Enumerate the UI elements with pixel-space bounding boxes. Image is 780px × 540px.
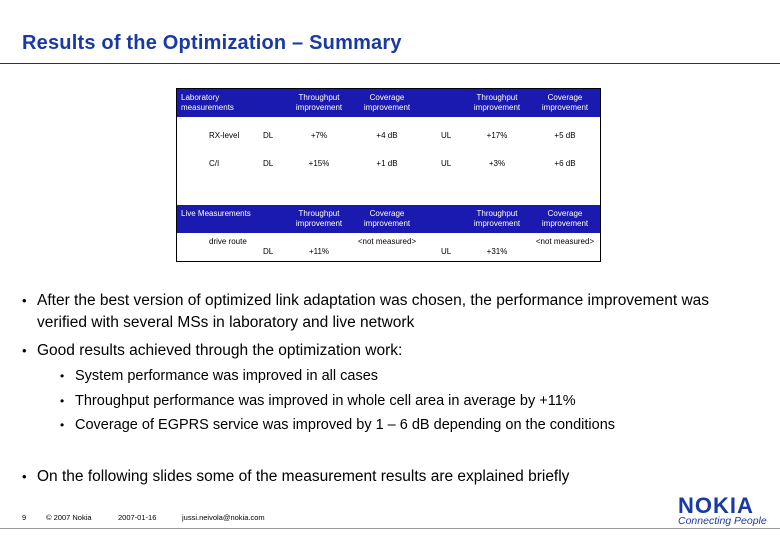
bullet-text: After the best version of optimized link… [37, 292, 710, 331]
logo-brand: NOKIA [678, 493, 754, 518]
live-row-metric: drive route [209, 237, 247, 246]
lab-coverage-ul-header: Coverage improvement [541, 93, 589, 112]
footer-divider [0, 528, 780, 529]
sub-bullet-text: Coverage of EGPRS service was improved b… [75, 417, 616, 433]
row-ul: UL [441, 131, 452, 140]
row-dl: DL [263, 159, 274, 168]
lab-throughput-header: Throughput improvement [295, 93, 343, 112]
live-row-ul-coverage: <not measured> [535, 237, 595, 246]
live-coverage-header: Coverage improvement [363, 209, 411, 228]
row-ul-throughput: +17% [486, 131, 508, 140]
footer-date: 2007-01-16 [118, 513, 157, 522]
row-metric: RX-level [209, 131, 240, 140]
results-table: Laboratory measurements Throughput impro… [176, 88, 601, 262]
bullet-icon: • [22, 293, 27, 308]
row-metric: C/I [209, 159, 220, 168]
row-ul-coverage: +6 dB [554, 159, 576, 168]
live-row-dl: DL [263, 247, 274, 256]
logo-tagline: Connecting People [678, 515, 767, 527]
lab-throughput-ul-header: Throughput improvement [473, 93, 521, 112]
row-dl-throughput: +7% [310, 131, 328, 140]
page-title: Results of the Optimization – Summary [22, 32, 402, 54]
sub-bullet-icon: • [60, 394, 65, 408]
sub-bullet-icon: • [60, 369, 65, 383]
row-dl-coverage: +4 dB [376, 131, 398, 140]
row-ul-coverage: +5 dB [554, 131, 576, 140]
row-ul: UL [441, 159, 452, 168]
live-header-row: Live Measurements Throughput improvement… [177, 205, 600, 233]
live-row-dl-throughput: +11% [308, 247, 330, 256]
bullet-icon: • [22, 343, 27, 358]
live-row-ul: UL [441, 247, 452, 256]
live-row-ul-throughput: +31% [486, 247, 508, 256]
live-header-label: Live Measurements [181, 209, 251, 218]
row-dl: DL [263, 131, 274, 140]
page-number: 9 [22, 513, 27, 522]
bullet-text: Good results achieved through the optimi… [37, 342, 403, 359]
row-dl-coverage: +1 dB [376, 159, 398, 168]
sub-bullet-text: Throughput performance was improved in w… [75, 393, 576, 409]
sub-bullet-icon: • [60, 418, 65, 432]
lab-header-row: Laboratory measurements Throughput impro… [177, 89, 600, 117]
lab-coverage-header: Coverage improvement [363, 93, 411, 112]
live-row-dl-coverage: <not measured> [357, 237, 417, 246]
live-throughput-ul-header: Throughput improvement [473, 209, 521, 228]
row-ul-throughput: +3% [488, 159, 506, 168]
nokia-logo: NOKIA Connecting People [676, 493, 770, 529]
sub-bullet-text: System performance was improved in all c… [75, 368, 379, 384]
live-coverage-ul-header: Coverage improvement [541, 209, 589, 228]
title-divider [0, 63, 780, 64]
live-throughput-header: Throughput improvement [295, 209, 343, 228]
footer-copyright: © 2007 Nokia [46, 513, 92, 522]
bullet-text: On the following slides some of the meas… [37, 468, 570, 485]
row-dl-throughput: +15% [308, 159, 330, 168]
lab-header-label: Laboratory measurements [181, 93, 234, 112]
bullet-icon: • [22, 469, 27, 484]
footer-email: jussi.neivola@nokia.com [182, 513, 265, 522]
